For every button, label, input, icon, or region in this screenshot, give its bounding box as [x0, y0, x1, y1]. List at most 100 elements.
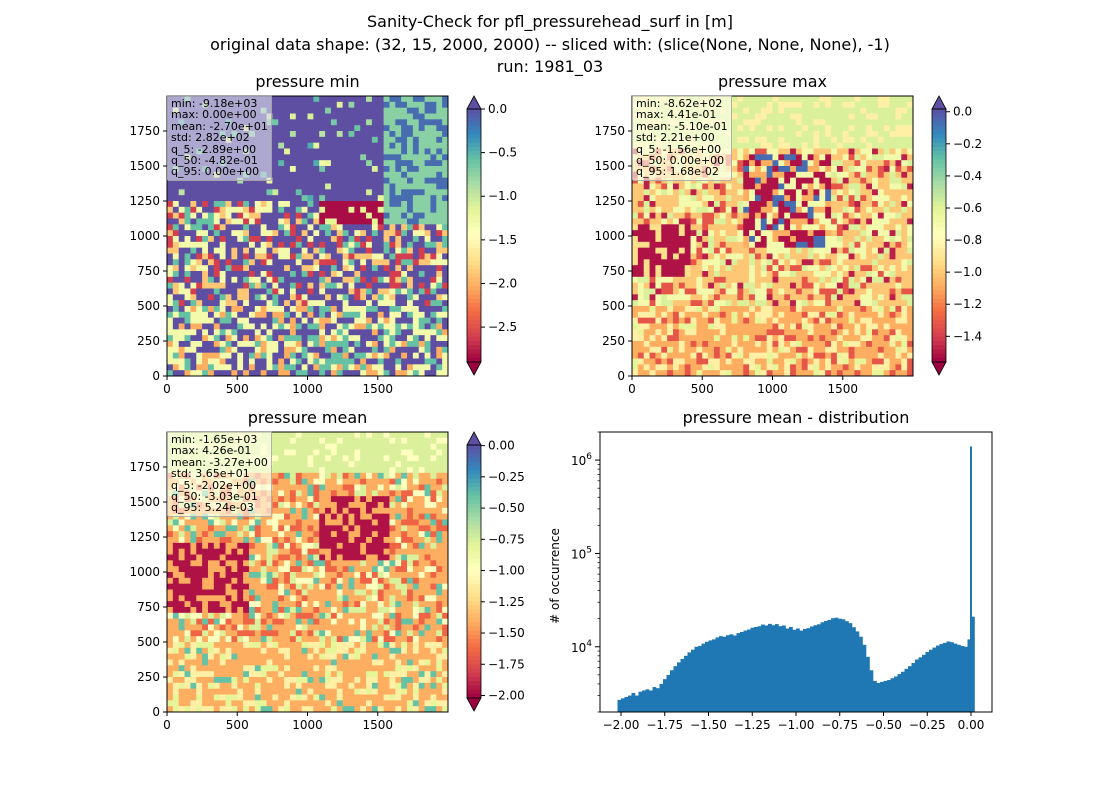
- panel-max-ytick-label: 1000: [594, 229, 625, 243]
- heatmap-cell: [360, 160, 367, 167]
- heatmap-cell: [678, 311, 686, 319]
- heatmap-cell: [289, 437, 297, 445]
- heatmap-cell: [237, 282, 244, 289]
- heatmap-cell: [418, 311, 425, 319]
- heatmap-cell: [895, 183, 902, 190]
- heatmap-cell: [313, 443, 320, 450]
- heatmap-cell: [772, 171, 779, 179]
- colorbar-segment: [467, 239, 481, 245]
- heatmap-cell: [307, 282, 314, 289]
- heatmap-cell: [860, 119, 867, 126]
- heatmap-cell: [760, 346, 768, 354]
- heatmap-cell: [883, 306, 890, 313]
- heatmap-cell: [442, 236, 449, 243]
- heatmap-cell: [360, 131, 367, 138]
- heatmap-cell: [354, 449, 361, 456]
- heatmap-cell: [278, 201, 285, 208]
- heatmap-cell: [807, 341, 814, 348]
- heatmap-cell: [901, 311, 908, 319]
- heatmap-cell: [778, 294, 785, 301]
- heatmap-cell: [760, 119, 768, 126]
- heatmap-cell: [213, 218, 221, 225]
- heatmap-cell: [442, 341, 449, 348]
- heatmap-cell: [801, 311, 809, 319]
- heatmap-cell: [807, 276, 814, 284]
- heatmap-cell: [690, 189, 697, 196]
- colorbar-segment: [467, 184, 481, 190]
- heatmap-cell: [872, 125, 879, 132]
- heatmap-cell: [284, 224, 291, 231]
- heatmap-cell: [795, 265, 803, 272]
- colorbar-segment: [932, 125, 946, 131]
- heatmap-cell: [319, 311, 326, 319]
- heatmap-cell: [407, 335, 414, 342]
- heatmap-cell: [901, 119, 908, 126]
- colorbar-segment: [467, 168, 481, 173]
- heatmap-cell: [866, 346, 873, 354]
- heatmap-cell: [424, 276, 431, 284]
- heatmap-cell: [907, 306, 914, 313]
- heatmap-cell: [254, 218, 262, 225]
- heatmap-cell: [442, 113, 449, 120]
- heatmap-cell: [371, 96, 379, 103]
- heatmap-cell: [661, 329, 668, 336]
- heatmap-cell: [667, 346, 674, 354]
- heatmap-cell: [643, 358, 650, 365]
- heatmap-cell: [836, 201, 844, 208]
- heatmap-cell: [795, 370, 803, 377]
- heatmap-cell: [395, 271, 402, 278]
- heatmap-cell: [371, 113, 379, 120]
- heatmap-cell: [442, 352, 449, 359]
- heatmap-cell: [907, 341, 914, 348]
- heatmap-cell: [784, 195, 791, 202]
- heatmap-cell: [766, 282, 773, 289]
- panel-min-xtick-label: 1500: [362, 382, 393, 396]
- heatmap-cell: [895, 329, 902, 336]
- heatmap-cell: [790, 370, 797, 377]
- heatmap-cell: [278, 271, 285, 278]
- heatmap-cell: [772, 160, 779, 167]
- heatmap-cell: [289, 358, 297, 365]
- heatmap-cell: [184, 265, 191, 272]
- heatmap-cell: [407, 346, 414, 354]
- heatmap-cell: [360, 119, 367, 126]
- heatmap-cell: [754, 306, 762, 313]
- heatmap-cell: [672, 265, 680, 272]
- heatmap-cell: [442, 224, 449, 231]
- heatmap-cell: [219, 294, 226, 301]
- heatmap-cell: [649, 288, 656, 295]
- heatmap-cell: [319, 341, 326, 348]
- heatmap-cell: [243, 329, 250, 336]
- heatmap-cell: [389, 300, 396, 307]
- heatmap-cell: [377, 189, 384, 196]
- heatmap-cell: [678, 201, 686, 208]
- heatmap-cell: [383, 119, 390, 126]
- heatmap-cell: [301, 432, 308, 439]
- heatmap-cell: [895, 358, 902, 365]
- heatmap-cell: [207, 236, 215, 243]
- heatmap-cell: [901, 259, 908, 266]
- heatmap-cell: [807, 346, 814, 354]
- heatmap-cell: [883, 148, 890, 155]
- heatmap-cell: [807, 142, 814, 149]
- heatmap-cell: [202, 346, 209, 354]
- heatmap-cell: [301, 282, 308, 289]
- heatmap-cell: [354, 107, 361, 114]
- heatmap-cell: [207, 370, 215, 377]
- heatmap-cell: [872, 201, 879, 208]
- heatmap-cell: [702, 230, 709, 237]
- heatmap-cell: [366, 177, 373, 184]
- heatmap-cell: [690, 294, 697, 301]
- heatmap-cell: [243, 346, 250, 354]
- heatmap-cell: [649, 358, 656, 365]
- heatmap-cell: [360, 271, 367, 278]
- heatmap-cell: [807, 136, 814, 144]
- heatmap-cell: [313, 323, 320, 330]
- heatmap-cell: [684, 311, 691, 319]
- heatmap-cell: [848, 201, 855, 208]
- heatmap-cell: [743, 183, 750, 190]
- heatmap-cell: [436, 329, 443, 336]
- heatmap-cell: [219, 271, 226, 278]
- heatmap-cell: [172, 189, 180, 196]
- heatmap-cell: [825, 364, 832, 371]
